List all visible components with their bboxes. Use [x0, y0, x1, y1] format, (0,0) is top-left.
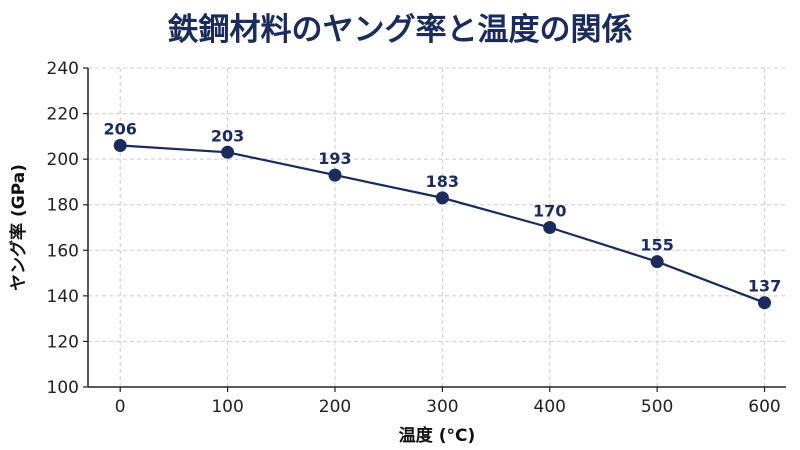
y-tick-label: 180 [47, 196, 79, 216]
x-tick-label: 200 [319, 397, 351, 417]
y-axis-label: ヤング率 (GPa) [8, 164, 29, 291]
x-tick-label: 100 [211, 397, 243, 417]
y-tick-label: 100 [47, 378, 79, 398]
data-point [543, 221, 557, 234]
x-tick-label: 600 [748, 397, 780, 417]
data-label: 203 [211, 126, 244, 145]
data-point [113, 138, 127, 152]
data-label: 206 [104, 119, 137, 138]
data-point [221, 145, 235, 159]
data-point [758, 296, 772, 310]
data-point [328, 168, 342, 182]
y-tick-label: 140 [47, 287, 79, 307]
y-tick-label: 220 [47, 105, 79, 125]
x-tick-label: 300 [426, 397, 458, 417]
y-tick-label: 120 [47, 332, 79, 352]
series [113, 138, 772, 310]
data-labels: 206 203 193 183 170 155 137 [104, 119, 782, 295]
data-point [650, 255, 664, 269]
data-label: 193 [318, 149, 351, 168]
data-point [435, 191, 449, 205]
grid-lines [88, 67, 786, 388]
x-tick-label: 500 [641, 397, 673, 417]
x-tick-label: 400 [534, 397, 566, 417]
y-tick-label: 200 [47, 150, 79, 170]
y-tick-label: 240 [47, 59, 79, 79]
y-tick-labels: 100 120 140 160 180 200 220 240 [47, 59, 79, 398]
x-tick-labels: 0 100 200 300 400 500 600 [115, 397, 781, 417]
chart-title: 鉄鋼材料のヤング率と温度の関係 [167, 12, 633, 48]
axes [83, 67, 786, 392]
data-label: 183 [426, 172, 459, 191]
data-label: 155 [640, 236, 673, 255]
x-tick-label: 0 [115, 397, 126, 417]
data-label: 137 [748, 277, 781, 296]
y-tick-label: 160 [47, 241, 79, 261]
x-axis-label: 温度 (°C) [399, 425, 475, 446]
data-label: 170 [533, 202, 566, 221]
